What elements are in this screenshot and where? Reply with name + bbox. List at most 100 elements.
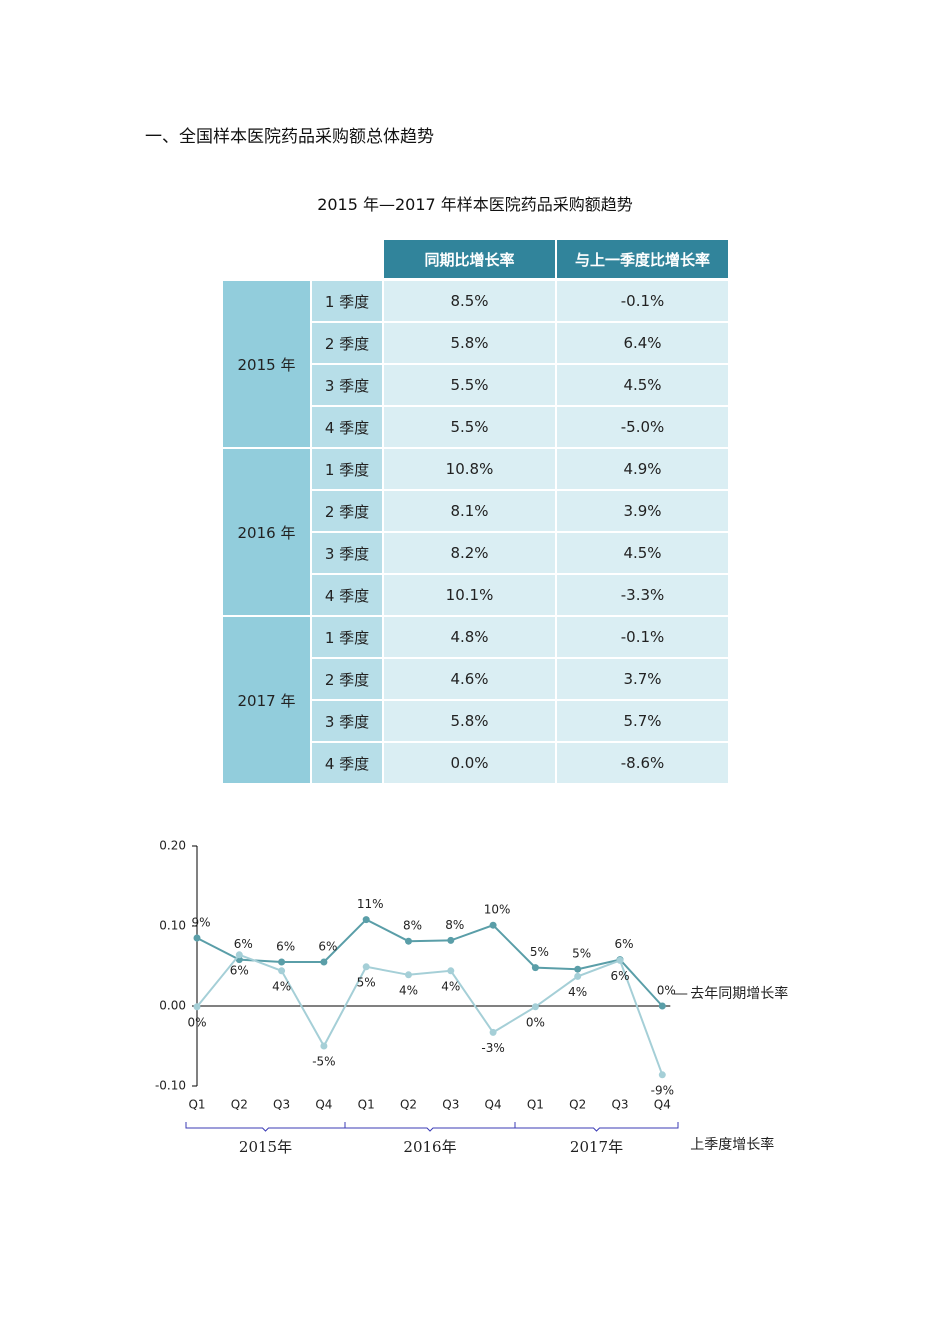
group-bracket xyxy=(185,1122,346,1132)
group-bracket xyxy=(344,1122,516,1132)
point xyxy=(616,956,624,964)
data-label: 11% xyxy=(357,897,384,911)
point xyxy=(193,1003,201,1011)
quarter-cell: 3 季度 xyxy=(312,701,382,741)
x-tick-label: Q2 xyxy=(231,1098,248,1112)
year-cell: 2016 年 xyxy=(223,449,310,615)
data-cell: 5.8% xyxy=(384,701,555,741)
point xyxy=(574,972,582,980)
point xyxy=(278,958,286,966)
point xyxy=(574,965,582,973)
data-cell: -8.6% xyxy=(557,743,728,783)
data-cell: 5.8% xyxy=(384,323,555,363)
data-label: 8% xyxy=(445,918,464,932)
point xyxy=(235,951,243,959)
group-label: 2015年 xyxy=(239,1138,292,1156)
series-line xyxy=(196,953,664,1076)
quarter-cell: 4 季度 xyxy=(312,743,382,783)
quarter-cell: 4 季度 xyxy=(312,575,382,615)
x-tick-label: Q2 xyxy=(400,1098,417,1112)
quarter-cell: 3 季度 xyxy=(312,365,382,405)
point xyxy=(489,921,497,929)
x-tick-label: Q1 xyxy=(188,1098,205,1112)
data-label: 5% xyxy=(530,945,549,959)
data-cell: 4.5% xyxy=(557,365,728,405)
column-header: 同期比增长率 xyxy=(384,240,555,278)
quarter-cell: 4 季度 xyxy=(312,407,382,447)
point xyxy=(405,937,412,945)
point xyxy=(447,936,455,944)
data-cell: 4.5% xyxy=(557,533,728,573)
data-cell: 6.4% xyxy=(557,323,728,363)
x-tick-label: Q4 xyxy=(485,1098,502,1112)
data-label: 6% xyxy=(234,937,253,951)
data-label: 6% xyxy=(230,963,249,977)
data-cell: 0.0% xyxy=(384,743,555,783)
data-cell: 5.7% xyxy=(557,701,728,741)
table-title: 2015 年—2017 年样本医院药品采购额趋势 xyxy=(317,195,633,214)
data-cell: -5.0% xyxy=(557,407,728,447)
data-label: 5% xyxy=(357,975,376,989)
data-cell: 3.9% xyxy=(557,491,728,531)
data-cell: -0.1% xyxy=(557,617,728,657)
y-tick-label: -0.10 xyxy=(155,1079,186,1093)
data-cell: 10.8% xyxy=(384,449,555,489)
point xyxy=(489,1028,497,1036)
data-cell: -0.1% xyxy=(557,281,728,321)
x-tick-label: Q3 xyxy=(611,1098,628,1112)
x-tick-label: Q3 xyxy=(273,1098,290,1112)
data-label: -5% xyxy=(312,1055,335,1069)
data-label: 4% xyxy=(272,979,291,993)
data-cell: -3.3% xyxy=(557,575,728,615)
x-tick-label: Q1 xyxy=(527,1098,544,1112)
quarter-cell: 2 季度 xyxy=(312,323,382,363)
quarter-cell: 2 季度 xyxy=(312,659,382,699)
quarter-cell: 3 季度 xyxy=(312,533,382,573)
data-label: -3% xyxy=(481,1041,504,1055)
y-tick-label: 0.00 xyxy=(159,999,186,1013)
quarter-cell: 2 季度 xyxy=(312,491,382,531)
column-header: 与上一季度比增长率 xyxy=(557,240,728,278)
x-tick-label: Q4 xyxy=(315,1098,332,1112)
group-label: 2017年 xyxy=(570,1138,623,1156)
data-label: 4% xyxy=(399,983,418,997)
point xyxy=(531,964,539,972)
data-label: 5% xyxy=(572,947,591,961)
quarter-cell: 1 季度 xyxy=(312,449,382,489)
data-cell: 8.5% xyxy=(384,281,555,321)
point xyxy=(447,967,455,975)
data-cell: 4.8% xyxy=(384,617,555,657)
y-tick-label: 0.20 xyxy=(159,839,186,853)
data-label: 6% xyxy=(614,937,633,951)
data-label: 0% xyxy=(657,984,676,998)
data-cell: 4.9% xyxy=(557,449,728,489)
point xyxy=(405,971,412,979)
quarter-cell: 1 季度 xyxy=(312,617,382,657)
data-label: 0% xyxy=(526,1015,545,1029)
point xyxy=(658,1002,666,1010)
data-cell: 8.1% xyxy=(384,491,555,531)
data-cell: 10.1% xyxy=(384,575,555,615)
point xyxy=(362,963,370,971)
data-label: -9% xyxy=(651,1083,674,1097)
data-label: 4% xyxy=(441,979,460,993)
data-label: 0% xyxy=(187,1015,206,1029)
year-cell: 2017 年 xyxy=(223,617,310,783)
data-label: 6% xyxy=(276,940,295,954)
data-cell: 3.7% xyxy=(557,659,728,699)
legend-label: 去年同期增长率 xyxy=(690,985,788,1002)
point xyxy=(193,934,201,942)
x-tick-label: Q4 xyxy=(654,1098,671,1112)
year-cell: 2015 年 xyxy=(223,281,310,447)
x-tick-label: Q1 xyxy=(358,1098,375,1112)
data-label: 6% xyxy=(610,969,629,983)
data-label: 4% xyxy=(568,985,587,999)
data-cell: 4.6% xyxy=(384,659,555,699)
data-label: 8% xyxy=(403,919,422,933)
data-label: 10% xyxy=(484,903,511,917)
series-line xyxy=(196,918,664,1007)
data-label: 9% xyxy=(191,916,210,930)
data-cell: 8.2% xyxy=(384,533,555,573)
chart: -0.10 0.00 0.10 0.20 Q1 Q2 Q3 Q4 Q1 Q2 Q3 Q4 Q1 Q2 Q3 Q… xyxy=(155,839,788,1157)
